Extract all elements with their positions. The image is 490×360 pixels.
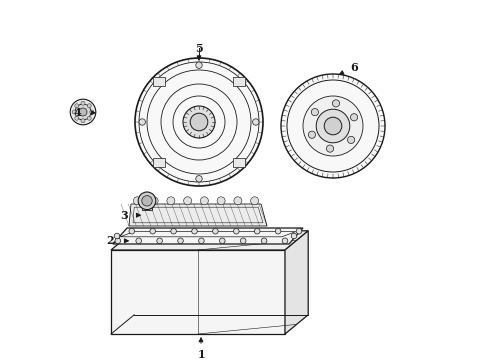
Circle shape <box>308 131 316 138</box>
Polygon shape <box>285 231 308 334</box>
Circle shape <box>178 238 183 244</box>
Circle shape <box>261 238 267 244</box>
Circle shape <box>196 62 202 68</box>
Circle shape <box>129 228 135 234</box>
Circle shape <box>70 99 96 125</box>
Polygon shape <box>111 231 308 250</box>
Circle shape <box>326 145 334 152</box>
Circle shape <box>350 114 358 121</box>
Circle shape <box>183 106 215 138</box>
Circle shape <box>136 238 142 244</box>
Circle shape <box>75 116 79 120</box>
Circle shape <box>75 104 91 120</box>
Circle shape <box>135 58 263 186</box>
Circle shape <box>75 104 79 108</box>
Polygon shape <box>113 228 303 244</box>
Circle shape <box>324 117 342 135</box>
Circle shape <box>296 228 302 234</box>
Circle shape <box>200 197 208 205</box>
Bar <box>153 158 165 167</box>
Circle shape <box>192 228 197 234</box>
Text: 5: 5 <box>195 43 203 54</box>
Text: 6: 6 <box>350 62 358 73</box>
Circle shape <box>139 119 146 125</box>
Text: 3: 3 <box>120 210 128 221</box>
Text: 1: 1 <box>197 348 205 360</box>
Circle shape <box>253 119 259 125</box>
Polygon shape <box>129 204 267 226</box>
Circle shape <box>282 238 288 244</box>
Circle shape <box>114 233 120 239</box>
Circle shape <box>87 104 91 108</box>
Circle shape <box>81 119 85 123</box>
Circle shape <box>133 197 142 205</box>
Circle shape <box>316 109 350 143</box>
Circle shape <box>190 113 208 131</box>
Circle shape <box>254 228 260 234</box>
Circle shape <box>72 110 76 114</box>
Circle shape <box>184 197 192 205</box>
Circle shape <box>220 238 225 244</box>
Circle shape <box>303 96 363 156</box>
Polygon shape <box>111 250 285 334</box>
Circle shape <box>311 108 318 116</box>
Circle shape <box>167 197 175 205</box>
Bar <box>233 158 245 167</box>
Bar <box>142 203 152 210</box>
Circle shape <box>332 100 340 107</box>
Circle shape <box>138 192 156 210</box>
Circle shape <box>115 238 121 244</box>
Circle shape <box>157 238 162 244</box>
Text: 4: 4 <box>74 107 82 118</box>
Circle shape <box>142 195 152 206</box>
Circle shape <box>81 101 85 105</box>
Circle shape <box>196 176 202 182</box>
Circle shape <box>281 74 385 178</box>
Circle shape <box>250 197 259 205</box>
Text: 2: 2 <box>106 235 114 246</box>
Circle shape <box>275 228 281 234</box>
Circle shape <box>234 228 239 234</box>
Bar <box>153 77 165 86</box>
Circle shape <box>171 228 176 234</box>
Circle shape <box>198 238 204 244</box>
Circle shape <box>79 108 87 116</box>
Circle shape <box>234 197 242 205</box>
Circle shape <box>347 136 355 144</box>
Circle shape <box>150 197 158 205</box>
Circle shape <box>213 228 218 234</box>
Bar <box>233 77 245 86</box>
Circle shape <box>90 110 94 114</box>
Circle shape <box>291 233 297 239</box>
Circle shape <box>87 116 91 120</box>
Circle shape <box>241 238 246 244</box>
Circle shape <box>150 228 155 234</box>
Circle shape <box>217 197 225 205</box>
